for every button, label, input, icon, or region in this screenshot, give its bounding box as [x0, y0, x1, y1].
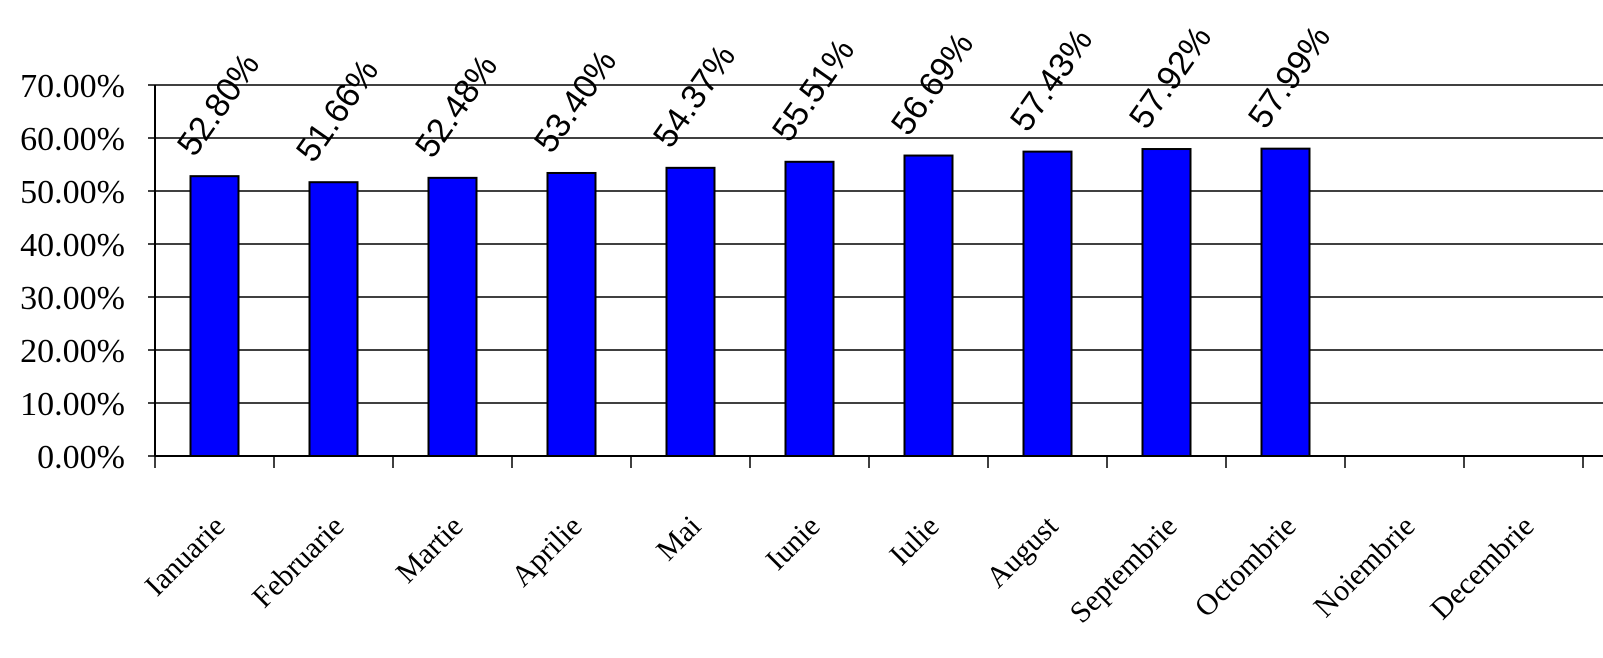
- x-tick-label: Noiembrie: [1307, 510, 1421, 624]
- x-tick-label: Martie: [390, 510, 470, 590]
- y-tick-label: 10.00%: [20, 386, 125, 423]
- bar: [1260, 147, 1311, 457]
- y-tick-label: 40.00%: [20, 227, 125, 264]
- data-label: 57.92%: [1122, 19, 1219, 135]
- bar: [665, 166, 716, 458]
- data-label: 57.99%: [1241, 19, 1338, 135]
- x-tick-label: Februarie: [246, 510, 351, 615]
- axes: [148, 84, 1603, 468]
- data-label: 52.48%: [408, 48, 505, 164]
- y-tick-label: 20.00%: [20, 333, 125, 370]
- x-tick-label: Octombrie: [1188, 510, 1302, 624]
- y-tick-label: 50.00%: [20, 174, 125, 211]
- bar: [1022, 150, 1073, 457]
- y-tick-label: 70.00%: [20, 68, 125, 105]
- x-tick-label: Decembrie: [1424, 510, 1540, 626]
- bar: [903, 154, 954, 457]
- y-tick-label: 30.00%: [20, 280, 125, 317]
- x-tick-label: Iulie: [883, 510, 945, 572]
- bar: [784, 160, 835, 457]
- bar: [308, 181, 359, 457]
- x-tick-label: August: [980, 509, 1065, 594]
- data-label: 51.66%: [289, 53, 386, 169]
- bar: [427, 176, 478, 458]
- x-tick-label: Mai: [650, 510, 708, 568]
- x-tick-label: Aprilie: [505, 510, 588, 593]
- bar: [1141, 148, 1192, 458]
- bars: [189, 147, 1311, 458]
- data-label: 55.51%: [765, 32, 862, 148]
- x-tick-label: Septembrie: [1063, 510, 1183, 630]
- data-label: 54.37%: [646, 38, 743, 154]
- x-tick-label: Iunie: [760, 510, 827, 577]
- y-tick-label: 0.00%: [37, 439, 125, 476]
- bar: [546, 171, 597, 457]
- y-tick-label: 60.00%: [20, 121, 125, 158]
- bar: [189, 175, 240, 457]
- gridlines: [155, 84, 1603, 404]
- x-tick-label: Ianuarie: [139, 510, 232, 603]
- labels: 0.00% 10.00% 20.00% 30.00% 40.00% 50.00% 60.00…: [20, 19, 1540, 630]
- data-label: 56.69%: [884, 26, 981, 142]
- data-label: 57.43%: [1003, 22, 1100, 138]
- data-label: 52.80%: [170, 46, 267, 162]
- data-label: 53.40%: [527, 43, 624, 159]
